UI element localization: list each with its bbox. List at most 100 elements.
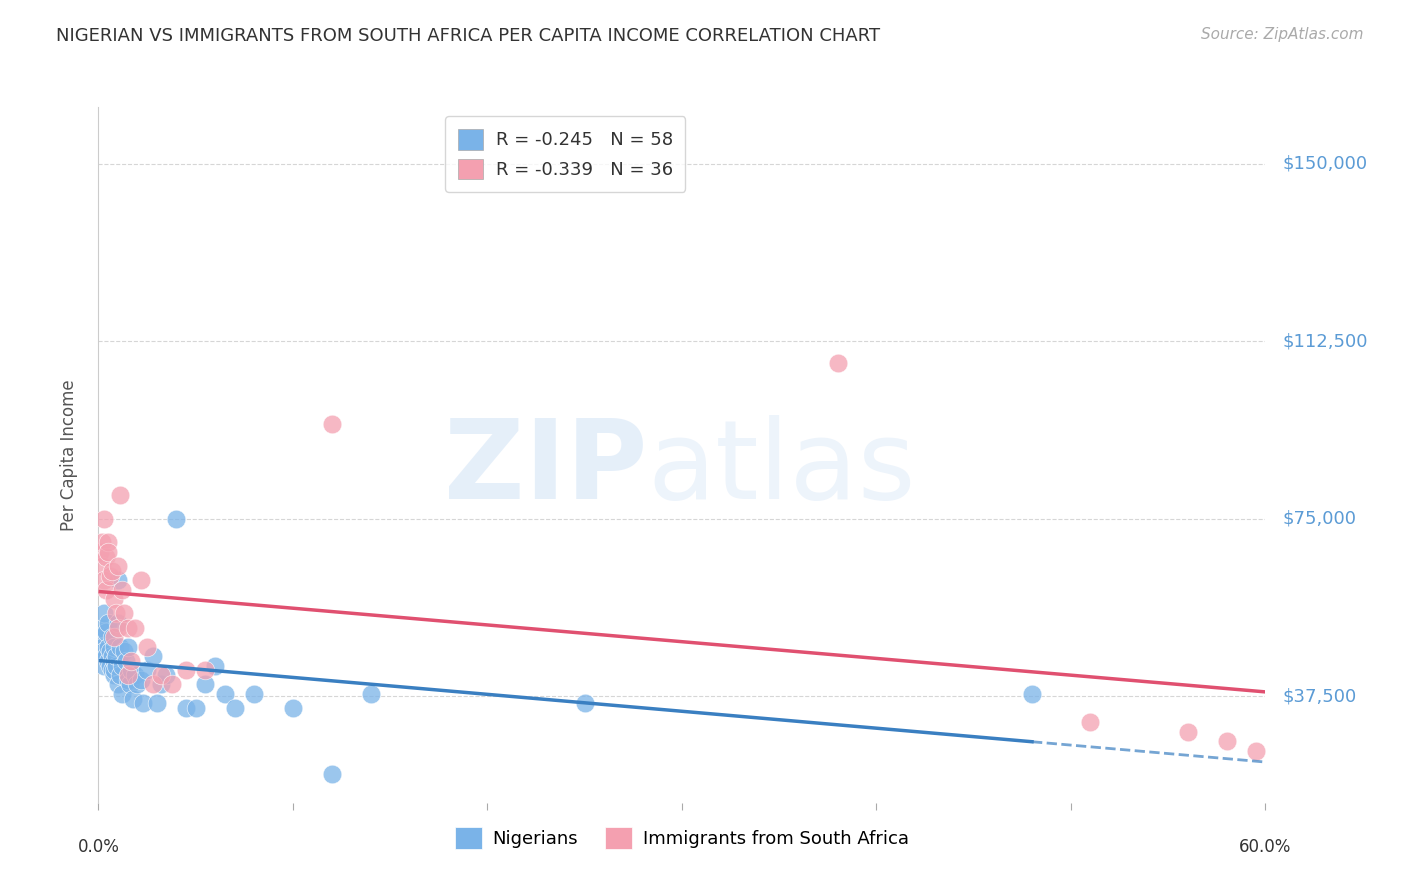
Point: [104, 607, 127, 621]
Point: [96, 625, 118, 640]
Point: [103, 663, 125, 677]
Point: [1244, 744, 1267, 758]
Point: [321, 767, 343, 781]
Point: [103, 592, 125, 607]
Point: [103, 654, 125, 668]
Point: [1177, 724, 1199, 739]
Point: [149, 677, 172, 691]
Point: [93, 574, 115, 588]
Point: [98, 644, 121, 658]
Text: $37,500: $37,500: [1282, 688, 1357, 706]
Point: [129, 673, 152, 687]
Point: [146, 697, 169, 711]
Point: [155, 668, 177, 682]
Point: [142, 649, 165, 664]
Text: ZIP: ZIP: [443, 416, 647, 523]
Y-axis label: Per Capita Income: Per Capita Income: [59, 379, 77, 531]
Point: [112, 607, 135, 621]
Point: [194, 663, 217, 677]
Point: [1080, 715, 1102, 730]
Point: [91, 640, 114, 654]
Point: [101, 663, 124, 677]
Point: [124, 621, 146, 635]
Text: Source: ZipAtlas.com: Source: ZipAtlas.com: [1201, 27, 1364, 42]
Point: [117, 621, 139, 635]
Text: $150,000: $150,000: [1282, 155, 1367, 173]
Point: [104, 658, 127, 673]
Text: $112,500: $112,500: [1282, 333, 1368, 351]
Point: [574, 697, 596, 711]
Point: [101, 564, 124, 578]
Point: [1215, 734, 1237, 748]
Point: [108, 668, 131, 682]
Point: [91, 559, 114, 574]
Point: [118, 677, 141, 691]
Text: 0.0%: 0.0%: [77, 838, 120, 855]
Point: [107, 559, 129, 574]
Point: [121, 663, 143, 677]
Text: NIGERIAN VS IMMIGRANTS FROM SOUTH AFRICA PER CAPITA INCOME CORRELATION CHART: NIGERIAN VS IMMIGRANTS FROM SOUTH AFRICA…: [56, 27, 880, 45]
Point: [89, 630, 111, 644]
Point: [281, 701, 304, 715]
Point: [103, 640, 125, 654]
Point: [243, 687, 266, 701]
Text: $75,000: $75,000: [1282, 510, 1355, 528]
Point: [108, 488, 131, 502]
Point: [132, 697, 155, 711]
Point: [103, 668, 125, 682]
Text: atlas: atlas: [647, 416, 915, 523]
Point: [122, 691, 145, 706]
Legend: Nigerians, Immigrants from South Africa: Nigerians, Immigrants from South Africa: [447, 820, 917, 856]
Point: [93, 607, 115, 621]
Point: [97, 654, 120, 668]
Point: [114, 654, 136, 668]
Point: [107, 621, 129, 635]
Point: [98, 658, 121, 673]
Point: [827, 356, 849, 370]
Point: [117, 673, 139, 687]
Point: [97, 640, 120, 654]
Point: [98, 568, 121, 582]
Point: [91, 621, 114, 635]
Point: [101, 649, 124, 664]
Point: [149, 668, 172, 682]
Point: [136, 640, 159, 654]
Point: [107, 615, 129, 630]
Point: [224, 701, 246, 715]
Point: [93, 658, 115, 673]
Point: [214, 687, 236, 701]
Point: [89, 545, 111, 559]
Text: 60.0%: 60.0%: [1239, 838, 1292, 855]
Point: [129, 574, 152, 588]
Point: [117, 668, 139, 682]
Point: [93, 644, 115, 658]
Point: [104, 649, 127, 664]
Point: [165, 512, 187, 526]
Point: [108, 640, 131, 654]
Point: [124, 668, 146, 682]
Point: [97, 535, 120, 549]
Point: [360, 687, 382, 701]
Point: [96, 549, 118, 564]
Point: [112, 644, 135, 658]
Point: [91, 535, 114, 549]
Point: [121, 654, 143, 668]
Point: [194, 677, 217, 691]
Point: [103, 630, 125, 644]
Point: [111, 687, 134, 701]
Point: [107, 677, 129, 691]
Point: [111, 582, 134, 597]
Point: [111, 658, 134, 673]
Point: [96, 649, 118, 664]
Point: [127, 677, 149, 691]
Point: [204, 658, 226, 673]
Point: [174, 663, 197, 677]
Point: [136, 663, 159, 677]
Point: [101, 630, 124, 644]
Point: [117, 640, 139, 654]
Point: [1021, 687, 1043, 701]
Point: [184, 701, 207, 715]
Point: [93, 512, 115, 526]
Point: [321, 417, 343, 432]
Point: [162, 677, 184, 691]
